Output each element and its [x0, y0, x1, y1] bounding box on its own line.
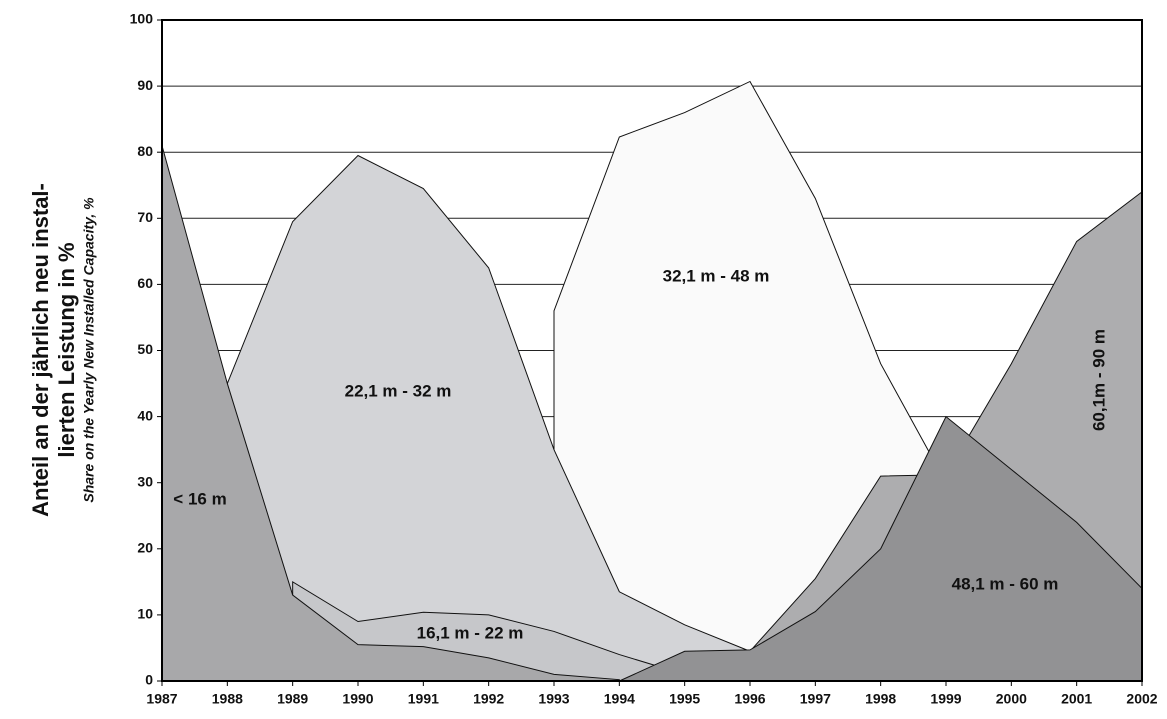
series-label: < 16 m — [173, 489, 226, 508]
x-tick-label: 1998 — [865, 691, 896, 707]
x-tick-label: 1993 — [538, 691, 569, 707]
y-tick-label: 10 — [137, 606, 153, 622]
x-tick-label: 2001 — [1061, 691, 1092, 707]
x-tick-label: 1987 — [146, 691, 177, 707]
y-label-sub: Share on the Yearly New Installed Capaci… — [81, 197, 97, 503]
y-tick-label: 0 — [145, 672, 153, 688]
series-label: 16,1 m - 22 m — [417, 623, 524, 642]
y-tick-label: 70 — [137, 209, 153, 225]
x-tick-label: 2002 — [1126, 691, 1157, 707]
x-tick-label: 1999 — [930, 691, 961, 707]
y-tick-label: 50 — [137, 341, 153, 357]
y-label-line: Anteil an der jährlich neu instal- — [28, 183, 53, 517]
y-tick-label: 90 — [137, 77, 153, 93]
y-tick-label: 100 — [130, 11, 154, 27]
y-axis-title: Anteil an der jährlich neu instal- liert… — [28, 183, 97, 517]
series-label: 32,1 m - 48 m — [663, 266, 770, 285]
x-tick-label: 1995 — [669, 691, 700, 707]
x-tick-label: 1996 — [734, 691, 765, 707]
y-tick-label: 40 — [137, 407, 153, 423]
x-tick-label: 2000 — [996, 691, 1027, 707]
x-tick-label: 1991 — [408, 691, 439, 707]
y-tick-label: 80 — [137, 143, 153, 159]
x-tick-label: 1994 — [604, 691, 635, 707]
series-label: 48,1 m - 60 m — [952, 574, 1059, 593]
x-tick-label: 1989 — [277, 691, 308, 707]
series-label: 22,1 m - 32 m — [345, 381, 452, 400]
y-tick-label: 30 — [137, 473, 153, 489]
x-tick-label: 1988 — [212, 691, 243, 707]
x-tick-label: 1992 — [473, 691, 504, 707]
plot-border — [161, 19, 1143, 682]
y-label-line: lierten Leistung in % — [54, 242, 79, 457]
y-tick-label: 60 — [137, 275, 153, 291]
x-tick-label: 1990 — [342, 691, 373, 707]
series-label: 60,1m - 90 m — [1089, 329, 1108, 431]
x-tick-label: 1997 — [800, 691, 831, 707]
y-tick-label: 20 — [137, 540, 153, 556]
